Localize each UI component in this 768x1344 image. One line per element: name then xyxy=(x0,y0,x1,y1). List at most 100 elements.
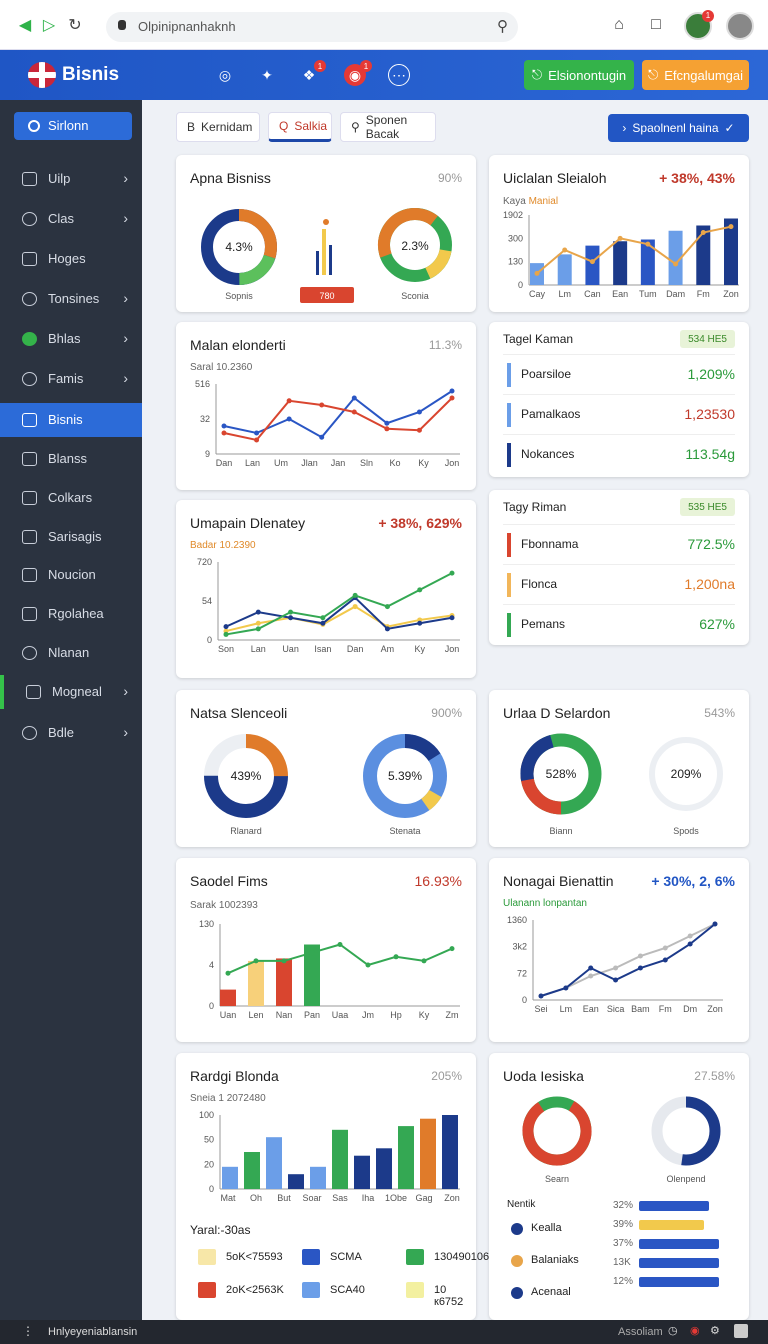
window-icon[interactable] xyxy=(734,1324,748,1338)
progress-label: 37% xyxy=(613,1238,634,1249)
bar xyxy=(244,1152,260,1189)
sidebar-item[interactable]: Nlanan xyxy=(0,636,142,670)
sidebar-item[interactable]: Clas › xyxy=(0,202,142,236)
blue-point xyxy=(288,615,294,621)
donut-segment xyxy=(201,209,277,285)
series-point xyxy=(645,241,651,247)
check-icon xyxy=(22,332,37,346)
sidebar-item[interactable]: Uilp › xyxy=(0,162,142,196)
chat-icon[interactable]: ⋯ xyxy=(388,64,410,86)
filter-chip-selected[interactable]: Q Salkia xyxy=(268,112,332,142)
profile-avatar[interactable] xyxy=(726,12,754,40)
series-point xyxy=(393,954,399,960)
search-icon[interactable]: ⚲ xyxy=(497,18,508,35)
red-point xyxy=(384,426,390,432)
y-tick-label: 0 xyxy=(209,1001,214,1011)
search-icon: Q xyxy=(279,119,289,133)
x-tick-label: Son xyxy=(218,644,234,654)
x-tick-label: Ky xyxy=(418,458,429,468)
y-tick-label: 720 xyxy=(197,557,212,567)
series-point xyxy=(421,958,427,964)
green-action-button[interactable]: ⎋ Elsionontugin xyxy=(524,60,634,90)
grid-icon[interactable]: ⋮ xyxy=(22,1324,34,1338)
sidebar-top-button[interactable]: Sirlonn xyxy=(14,112,132,140)
donut-label: Searn xyxy=(545,1174,569,1184)
back-icon[interactable]: ◀ xyxy=(18,17,32,34)
card-meta: 90% xyxy=(437,171,462,185)
row-value: 1,209% xyxy=(687,366,735,382)
globe-icon[interactable]: ◎ xyxy=(218,66,232,83)
sidebar-item[interactable]: Bdle › xyxy=(0,716,142,750)
orange-action-button[interactable]: ⎋ Efcngalumgai xyxy=(642,60,749,90)
y-tick-label: 54 xyxy=(202,596,212,606)
filter-chip[interactable]: ⚲ Sponen Bacak xyxy=(340,112,436,142)
bag-icon[interactable]: □ xyxy=(651,16,661,33)
sidebar-item[interactable]: Bhlas › xyxy=(0,322,142,356)
cta-button[interactable]: › Spaolnenl haina ✓ xyxy=(608,114,749,142)
label: Nlanan xyxy=(48,645,90,660)
sidebar-item[interactable]: Blanss xyxy=(0,442,142,476)
progress-label: 13K xyxy=(613,1257,631,1268)
sidebar-item[interactable]: Hoges xyxy=(0,242,142,276)
reload-icon[interactable]: ↻ xyxy=(68,17,82,34)
address-bar[interactable]: Olpinipnanhaknh ⚲ xyxy=(106,12,518,42)
filter-chip[interactable]: B Kernidam xyxy=(176,112,260,142)
clock-icon[interactable]: ◷ xyxy=(668,1325,678,1337)
chevron-right-icon: › xyxy=(123,370,128,386)
forward-icon[interactable]: ▷ xyxy=(42,17,56,34)
logo-text: Bisnis xyxy=(62,64,120,85)
notification-badge: 1 xyxy=(702,10,714,22)
progress-bar xyxy=(639,1201,709,1211)
sidebar-item[interactable]: Rgolahea xyxy=(0,597,142,631)
card-list: Tagel Kaman 534 HE5 Poarsiloe 1,209% Pama… xyxy=(489,322,749,477)
legend-title: Yaral:-30as xyxy=(190,1223,251,1237)
y-tick-label: 72 xyxy=(517,968,527,978)
twitter-icon[interactable]: ✦ xyxy=(261,66,273,83)
pill-badge: 534 HE5 xyxy=(680,330,735,348)
card-meta: 11.3% xyxy=(428,338,462,352)
sidebar-item[interactable]: Famis › xyxy=(0,362,142,396)
home-icon[interactable]: ⌂ xyxy=(614,16,624,33)
sidebar-item[interactable]: Noucion xyxy=(0,558,142,592)
list-row[interactable]: Poarsiloe 1,209% xyxy=(503,354,735,394)
sidebar-item-active[interactable]: Bisnis xyxy=(0,403,142,437)
list-row[interactable]: Pamalkaos 1,23530 xyxy=(503,394,735,434)
puzzle-icon[interactable]: ❖ 1 xyxy=(298,60,326,86)
subtitle: Sneia 1 2072480 xyxy=(190,1093,266,1104)
label: Noucion xyxy=(48,567,96,582)
row-color-bar xyxy=(507,363,511,387)
red-point xyxy=(286,398,292,404)
card-delta: 16.93% xyxy=(414,873,462,889)
list-row[interactable]: Nokances 113.54g xyxy=(503,434,735,474)
list-row[interactable]: Fbonnama 772.5% xyxy=(503,524,735,564)
blue-point xyxy=(588,965,594,971)
settings-icon[interactable]: ⚙ xyxy=(710,1325,720,1337)
browser-bar: ◀ ▷ ↻ Olpinipnanhaknh ⚲ ⌂ □ 1 xyxy=(0,0,768,50)
app-header: Bisnis ◎ ✦ ❖ 1 ◉ 1 ⋯ ⎋ Elsionontugin ⎋ Efcng… xyxy=(0,50,768,100)
blue-point xyxy=(319,434,325,440)
y-tick-label: 516 xyxy=(195,379,210,389)
bar xyxy=(640,239,655,285)
logo[interactable]: Bisnis xyxy=(28,62,119,88)
sidebar-item[interactable]: Tonsines › xyxy=(0,282,142,316)
progress-bar xyxy=(639,1239,719,1249)
list-row[interactable]: Flonca 1,200na xyxy=(503,564,735,604)
grey-line xyxy=(540,923,716,997)
row-value: 772.5% xyxy=(687,536,735,552)
sidebar-item[interactable]: Sarisagis xyxy=(0,520,142,554)
card-title: Natsa Slenceoli xyxy=(190,705,288,721)
row-name: Pamalkaos xyxy=(521,407,581,421)
x-tick-label: Jm xyxy=(362,1010,374,1020)
alert-icon[interactable]: ◉ xyxy=(690,1325,700,1337)
list-title: Nentik xyxy=(507,1199,536,1210)
list-row[interactable]: Pemans 627% xyxy=(503,604,735,644)
sidebar-item[interactable]: Mogneal › xyxy=(0,675,142,709)
bar xyxy=(248,960,264,1006)
alert-icon[interactable]: ◉ 1 xyxy=(344,60,372,86)
y-tick-label: 100 xyxy=(199,1110,214,1120)
sidebar-item[interactable]: Colkars xyxy=(0,481,142,515)
x-tick-label: Lm xyxy=(560,1004,573,1014)
card-title: Uoda Iesiska xyxy=(503,1068,584,1084)
grey-point xyxy=(588,973,594,979)
label: Sirlonn xyxy=(48,118,89,133)
